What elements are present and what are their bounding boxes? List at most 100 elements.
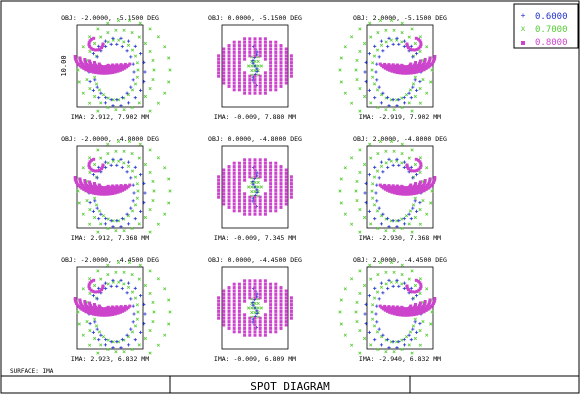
spot-mark-square: [126, 306, 130, 310]
spot-mark-square: [274, 306, 278, 310]
spot-mark-cross: [400, 347, 404, 351]
spot-mark-plus: [139, 294, 143, 298]
spot-mark-square: [232, 192, 236, 196]
spot-mark-cross: [135, 61, 139, 65]
spot-mark-square: [92, 61, 96, 64]
spot-mark-square: [279, 171, 283, 175]
spot-mark-square: [394, 186, 398, 190]
spot-mark-square: [94, 313, 98, 317]
spot-mark-cross: [413, 196, 417, 200]
spot-mark-square: [108, 313, 112, 317]
spot-mark-cross: [407, 101, 411, 105]
spot-mark-plus: [386, 165, 390, 170]
spot-mark-square: [433, 177, 437, 181]
spot-mark-square: [388, 66, 392, 70]
spot-mark-cross: [247, 185, 251, 189]
spot-mark-square: [279, 192, 283, 196]
spot-mark-plus: [255, 188, 259, 192]
spot-mark-square: [279, 182, 283, 186]
spot-mark-square: [258, 91, 262, 95]
spot-mark-square: [90, 158, 94, 162]
spot-mark-square: [93, 48, 97, 52]
spot-mark-square: [433, 298, 437, 302]
spot-mark-square: [89, 308, 93, 312]
spot-mark-cross: [163, 287, 167, 291]
spot-mark-square: [237, 199, 241, 203]
spot-mark-square: [232, 292, 236, 296]
spot-mark-square: [263, 286, 267, 290]
spot-mark-plus: [413, 78, 417, 82]
spot-mark-square: [237, 195, 241, 199]
spot-mark-square: [232, 326, 236, 330]
spot-mark-plus: [373, 338, 377, 342]
spot-mark-square: [243, 289, 247, 293]
spot-mark-plus: [142, 322, 146, 326]
spot-mark-square: [269, 44, 273, 48]
spot-mark-plus: [375, 62, 379, 66]
spot-mark-square: [258, 78, 262, 82]
spot-mark-cross: [355, 58, 359, 62]
spot-mark-square: [227, 303, 231, 307]
spot-mark-square: [269, 299, 273, 303]
spot-mark-cross: [106, 31, 110, 35]
spot-mark-plus: [119, 104, 123, 108]
spot-mark-square: [415, 191, 419, 195]
spot-mark-plus: [139, 173, 143, 177]
spot-mark-square: [393, 185, 396, 189]
spot-mark-square: [279, 74, 283, 78]
spot-mark-cross: [88, 156, 92, 160]
spot-mark-plus: [142, 302, 146, 306]
spot-mark-cross: [106, 263, 110, 267]
spot-mark-cross: [111, 219, 115, 223]
spot-mark-square: [414, 278, 418, 282]
spot-mark-cross: [418, 35, 422, 39]
spot-mark-cross: [369, 35, 373, 39]
spot-mark-square: [279, 168, 283, 172]
spot-mark-plus: [95, 176, 99, 180]
spot-mark-square: [232, 316, 236, 320]
spot-mark-cross: [168, 68, 172, 72]
spot-mark-cross: [93, 41, 97, 46]
spot-mark-square: [417, 308, 421, 312]
spot-mark-cross: [363, 215, 367, 220]
spot-mark-square: [274, 299, 278, 303]
spot-mark-square: [269, 188, 273, 192]
spot-mark-cross: [101, 93, 106, 97]
spot-mark-square: [289, 57, 293, 61]
spot-mark-plus: [407, 91, 411, 95]
spot-mark-square: [284, 202, 288, 206]
spot-mark-square: [243, 175, 247, 179]
spot-mark-square: [417, 288, 421, 292]
spot-mark-plus: [415, 88, 419, 92]
spot-mark-square: [253, 282, 257, 286]
spot-mark-square: [289, 64, 293, 68]
spot-mark-plus: [415, 173, 419, 177]
spot-mark-plus: [402, 286, 406, 291]
spot-mark-cross: [130, 48, 135, 52]
spot-mark-square: [274, 84, 278, 88]
spot-mark-square: [274, 165, 278, 169]
spot-mark-plus: [367, 173, 371, 177]
spot-mark-square: [258, 44, 262, 48]
spot-mark-square: [232, 50, 236, 54]
spot-mark-square: [395, 313, 399, 316]
spot-mark-square: [116, 190, 120, 194]
spot-mark-square: [222, 74, 226, 78]
spot-mark-square: [269, 178, 273, 182]
spot-mark-plus: [397, 42, 401, 46]
spot-mark-plus: [381, 333, 385, 337]
spot-mark-cross: [259, 185, 263, 189]
spot-mark-square: [248, 286, 252, 290]
spot-mark-square: [91, 191, 95, 195]
spot-mark-square: [433, 56, 437, 60]
panel-box: [221, 24, 289, 108]
spot-mark-square: [253, 316, 257, 320]
spot-mark-square: [118, 310, 122, 314]
spot-mark-square: [91, 312, 95, 316]
spot-mark-cross: [130, 152, 134, 156]
spot-mark-cross: [156, 277, 160, 281]
spot-mark-cross: [400, 31, 404, 35]
spot-mark-cross: [355, 300, 359, 304]
spot-mark-square: [90, 37, 94, 41]
spot-mark-square: [118, 187, 122, 191]
